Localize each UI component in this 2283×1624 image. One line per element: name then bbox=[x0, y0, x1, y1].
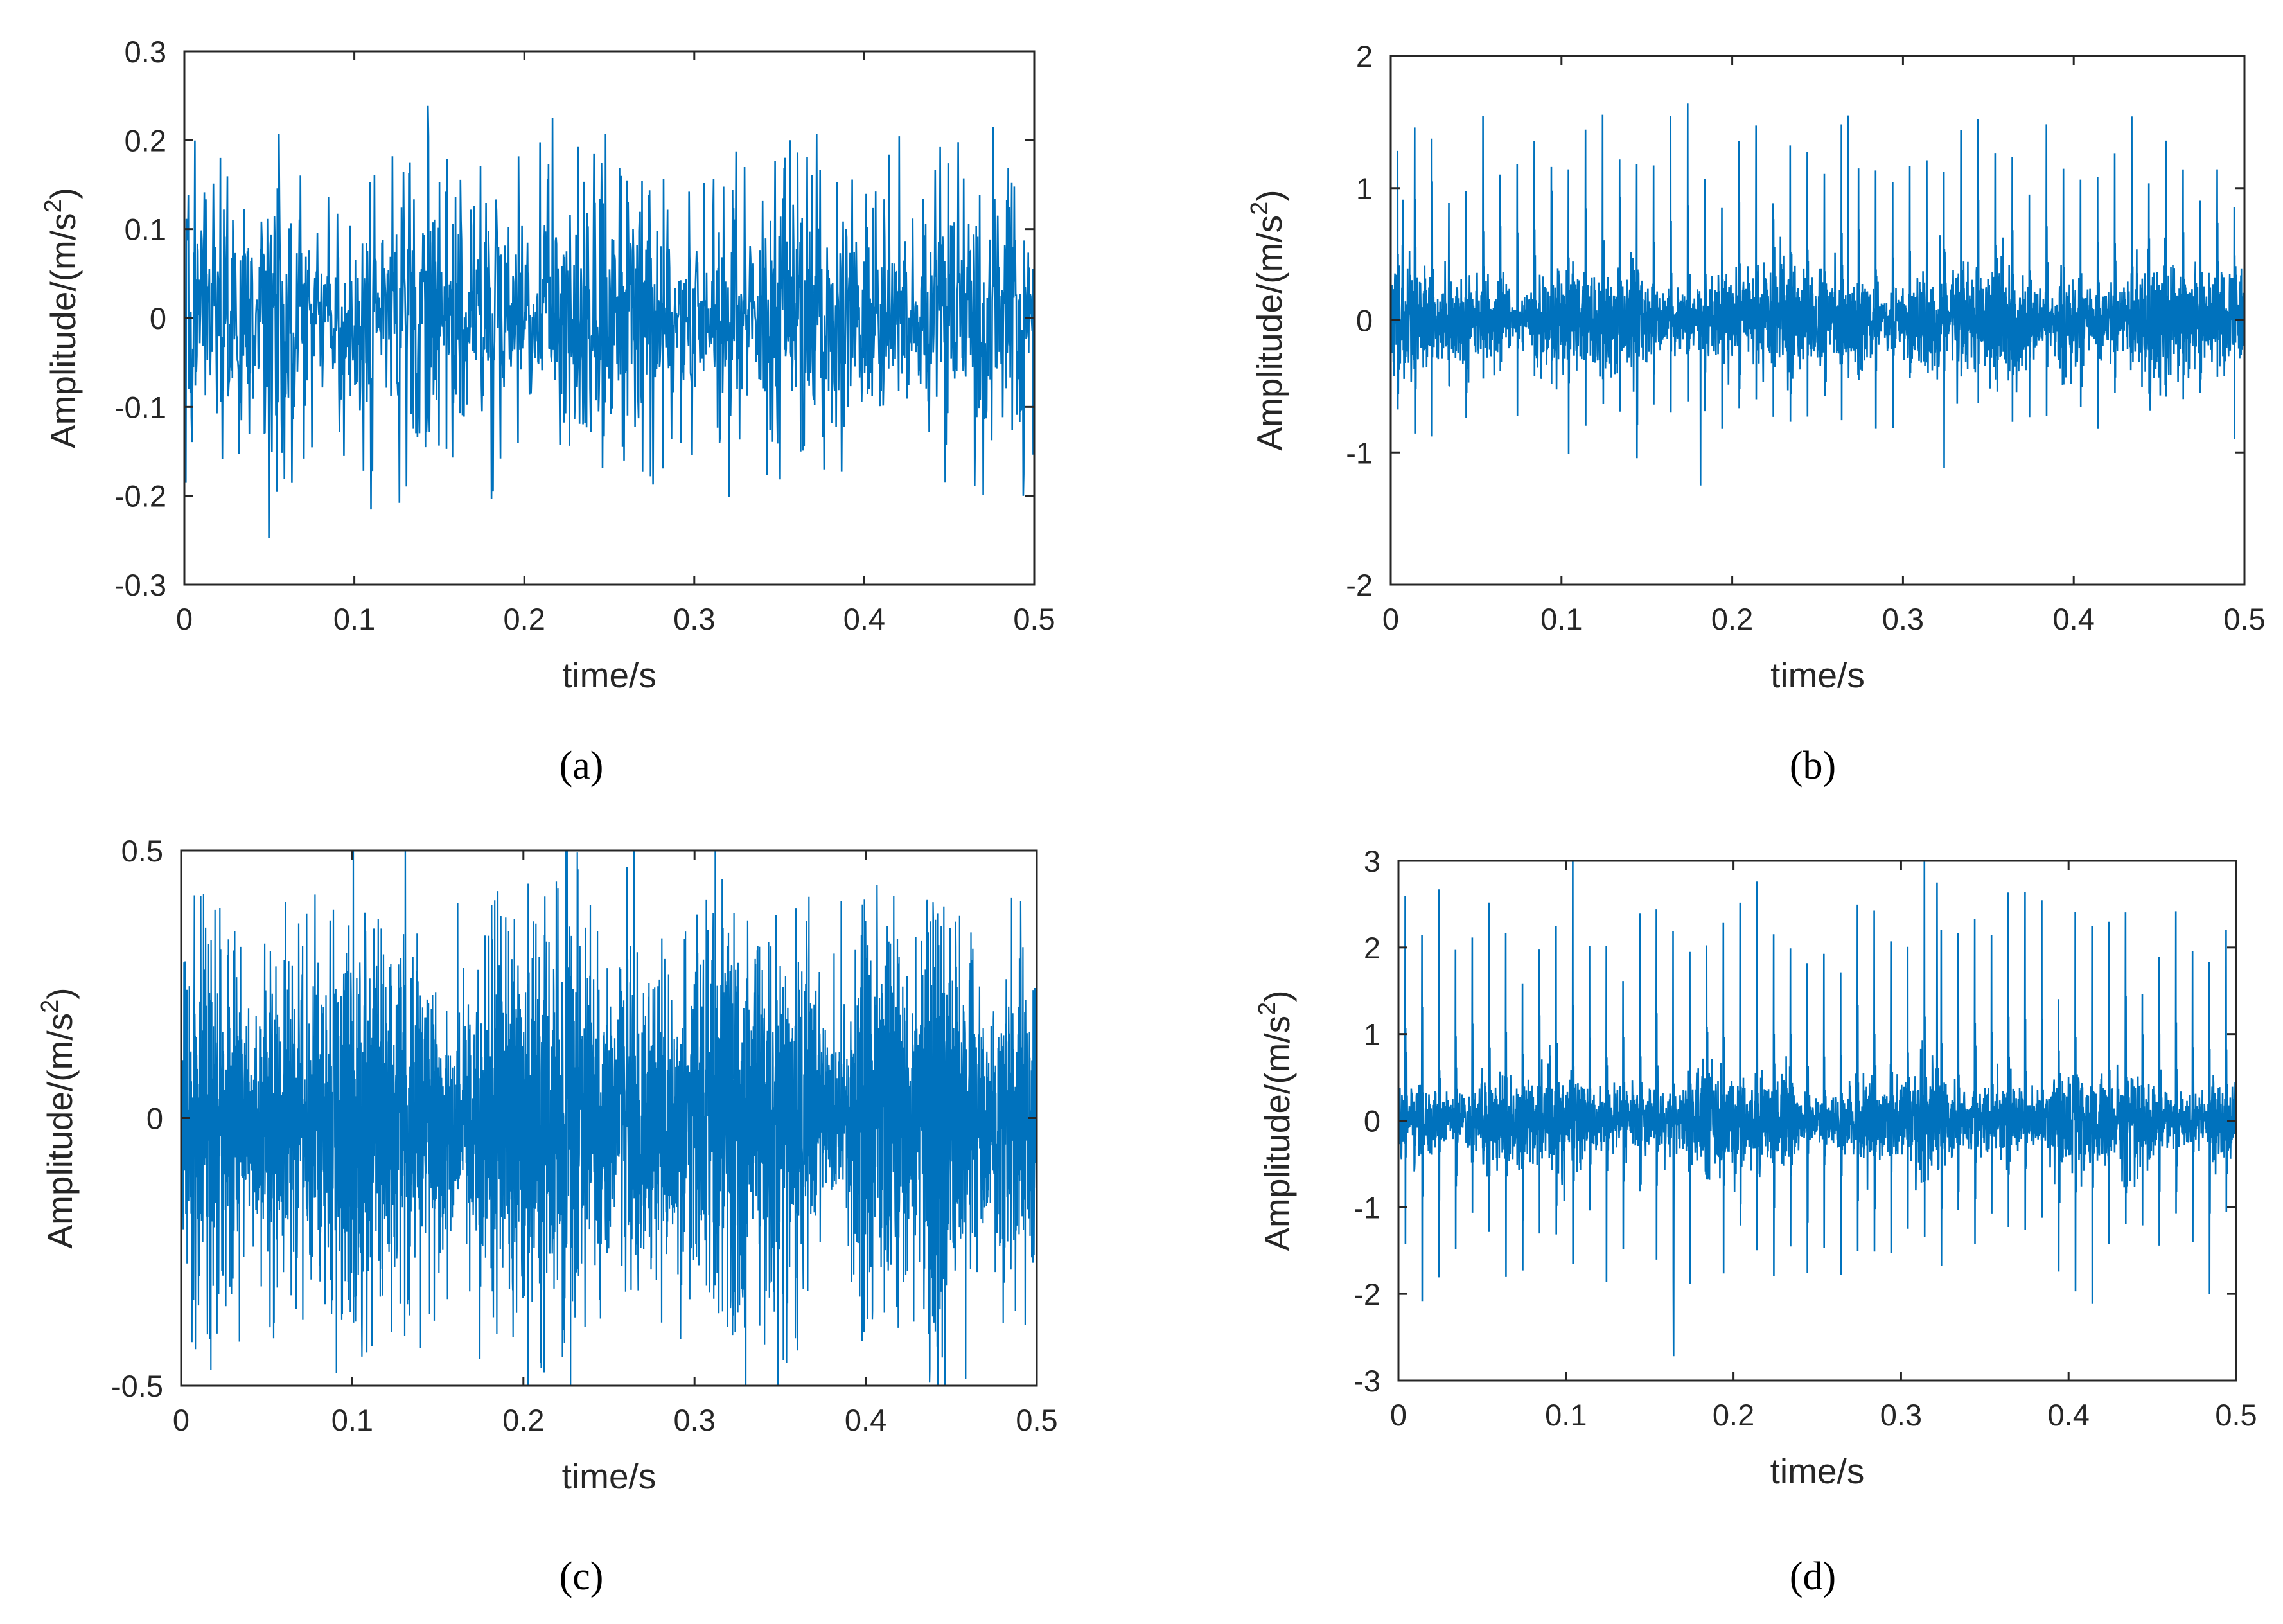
y-tick-label: -2 bbox=[1353, 1277, 1380, 1311]
x-tick-label: 0.1 bbox=[1545, 1398, 1587, 1432]
x-tick-label: 0.5 bbox=[1013, 602, 1055, 636]
x-tick-label: 0.3 bbox=[673, 602, 715, 636]
y-tick-label: -1 bbox=[1346, 436, 1373, 470]
y-tick-label: -0.2 bbox=[114, 479, 166, 513]
x-tick-label: 0.3 bbox=[1880, 1398, 1922, 1432]
y-tick-label: -0.1 bbox=[114, 390, 166, 424]
x-tick-label: 0.2 bbox=[1713, 1398, 1754, 1432]
x-tick-label: 0.1 bbox=[333, 602, 375, 636]
y-tick-label: -0.3 bbox=[114, 568, 166, 602]
x-tick-label: 0.4 bbox=[843, 602, 885, 636]
x-tick-label: 0.4 bbox=[2053, 602, 2095, 636]
y-tick-label: 0 bbox=[150, 301, 166, 335]
x-axis-label: time/s bbox=[562, 655, 657, 695]
panel-c: 0 0.1 0.2 0.3 0.4 0.5 -0.5 0 0.5 time/s Amplitude/… bbox=[37, 834, 1058, 1496]
caption-c: (c) bbox=[560, 1555, 604, 1598]
x-tick-label: 0.4 bbox=[845, 1403, 886, 1437]
x-tick-label: 0.1 bbox=[1540, 602, 1582, 636]
y-axis-label: Amplitude/(m/s2) bbox=[40, 188, 83, 448]
y-tick-label: 0.5 bbox=[121, 834, 163, 868]
x-tick-label: 0.5 bbox=[1016, 1403, 1057, 1437]
x-tick-label: 0.3 bbox=[674, 1403, 716, 1437]
caption-a: (a) bbox=[560, 744, 604, 788]
x-tick-label: 0 bbox=[1382, 602, 1399, 636]
y-tick-label: 3 bbox=[1364, 844, 1380, 878]
y-tick-label: 1 bbox=[1364, 1018, 1380, 1052]
y-axis-label: Amplitude/(m/s2) bbox=[37, 987, 80, 1248]
x-tick-label: 0.5 bbox=[2223, 602, 2265, 636]
x-tick-label: 0.4 bbox=[2048, 1398, 2090, 1432]
x-tick-label: 0.2 bbox=[1711, 602, 1753, 636]
x-axis-label: time/s bbox=[562, 1456, 657, 1496]
caption-d: (d) bbox=[1790, 1555, 1836, 1598]
y-tick-label: 0 bbox=[1364, 1104, 1380, 1138]
x-tick-label: 0.3 bbox=[1882, 602, 1924, 636]
y-tick-label: 0.3 bbox=[125, 35, 166, 69]
signal-line bbox=[181, 851, 1037, 1386]
x-tick-label: 0 bbox=[1390, 1398, 1407, 1432]
y-tick-label: 0.1 bbox=[125, 213, 166, 247]
y-tick-label: 0 bbox=[146, 1102, 163, 1136]
y-axis-label: Amplitude/(m/s2) bbox=[1254, 990, 1297, 1251]
y-axis-label: Amplitude/(m/s2) bbox=[1246, 190, 1289, 450]
y-tick-label: 2 bbox=[1364, 931, 1380, 965]
signal-line bbox=[1391, 103, 2244, 486]
panel-a: 0 0.1 0.2 0.3 0.4 0.5 -0.3 -0.2 -0.1 0 0.1 0.2 0.3 ti… bbox=[40, 35, 1055, 695]
x-tick-label: 0.2 bbox=[502, 1403, 544, 1437]
x-tick-label: 0 bbox=[173, 1403, 190, 1437]
x-tick-label: 0 bbox=[176, 602, 193, 636]
signal-line bbox=[1398, 861, 2236, 1357]
y-tick-label: -3 bbox=[1353, 1364, 1380, 1398]
caption-b: (b) bbox=[1790, 744, 1836, 788]
x-tick-label: 0.2 bbox=[504, 602, 545, 636]
y-tick-label: 1 bbox=[1356, 172, 1373, 206]
y-tick-label: -0.5 bbox=[111, 1369, 163, 1403]
x-tick-label: 0.1 bbox=[331, 1403, 373, 1437]
y-tick-label: 0 bbox=[1356, 304, 1373, 338]
panel-d: 0 0.1 0.2 0.3 0.4 0.5 -3 -2 -1 0 1 2 3 time/s Amplitud… bbox=[1254, 844, 2257, 1491]
y-tick-label: 2 bbox=[1356, 39, 1373, 73]
y-tick-label: -1 bbox=[1353, 1190, 1380, 1224]
signal-line bbox=[184, 105, 1034, 538]
x-axis-label: time/s bbox=[1770, 1451, 1865, 1491]
x-axis-label: time/s bbox=[1770, 655, 1865, 695]
y-tick-label: 0.2 bbox=[125, 123, 166, 157]
panel-b: 0 0.1 0.2 0.3 0.4 0.5 -2 -1 0 1 2 time/s Amplitude/(… bbox=[1246, 39, 2266, 695]
y-tick-label: -2 bbox=[1346, 568, 1373, 602]
x-tick-label: 0.5 bbox=[2215, 1398, 2257, 1432]
